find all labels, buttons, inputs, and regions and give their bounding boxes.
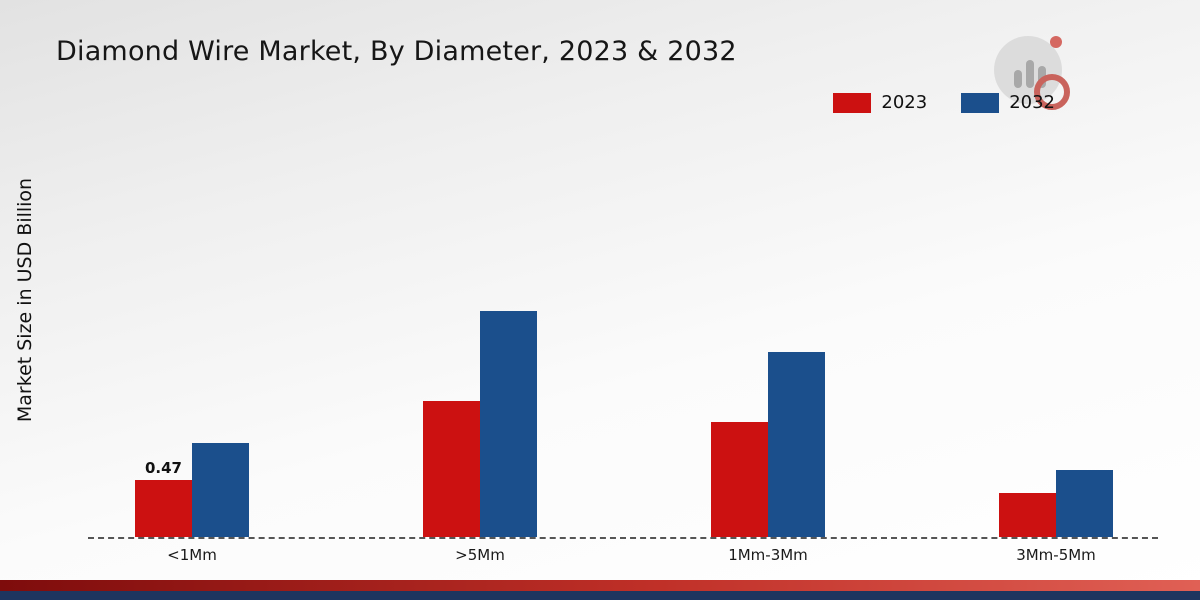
chart-title: Diamond Wire Market, By Diameter, 2023 &… [56, 36, 737, 67]
bar-2032-3mm-5mm [1056, 470, 1113, 537]
bar-2023-<1mm: 0.47 [135, 459, 192, 537]
bars-area: 0.47 [48, 237, 1200, 537]
bar-group->5mm [336, 237, 624, 537]
legend-swatch-2023 [833, 92, 872, 113]
bar-group-1mm-3mm [624, 237, 912, 537]
bar-group-3mm-5mm [912, 237, 1200, 537]
legend-swatch-2032 [961, 92, 1000, 113]
bar-2023->5mm [423, 401, 480, 537]
bar-2032-<1mm [192, 443, 249, 537]
x-axis-label-1mm-3mm: 1Mm-3Mm [728, 546, 808, 564]
footer-red-stripe [0, 580, 1200, 591]
x-axis-label-<1mm: <1Mm [167, 546, 217, 564]
bar-2032-1mm-3mm [768, 352, 825, 537]
footer-navy-stripe [0, 591, 1200, 600]
legend-item-2023: 2023 [833, 92, 927, 113]
x-axis-baseline [88, 537, 1158, 539]
bar-value-label: 0.47 [144, 459, 182, 477]
y-axis-label: Market Size in USD Billion [14, 177, 36, 423]
chart-legend: 2023 2032 [833, 92, 1055, 113]
bar-2023-1mm-3mm [711, 422, 768, 537]
legend-label-2032: 2032 [1009, 92, 1055, 113]
x-axis-label-3mm-5mm: 3Mm-5Mm [1016, 546, 1096, 564]
x-axis-labels: <1Mm >5Mm 1Mm-3Mm 3Mm-5Mm [48, 546, 1200, 564]
x-axis-label->5mm: >5Mm [455, 546, 505, 564]
legend-label-2023: 2023 [881, 92, 928, 113]
bar-2023-3mm-5mm [999, 493, 1056, 537]
legend-item-2032: 2032 [961, 92, 1055, 113]
brand-logo-watermark [994, 36, 1070, 110]
plot-area: 0.47 <1Mm >5Mm 1Mm-3Mm 3Mm-5Mm [48, 0, 1200, 600]
bar-group-<1mm: 0.47 [48, 237, 336, 537]
bar-2032->5mm [480, 311, 537, 537]
